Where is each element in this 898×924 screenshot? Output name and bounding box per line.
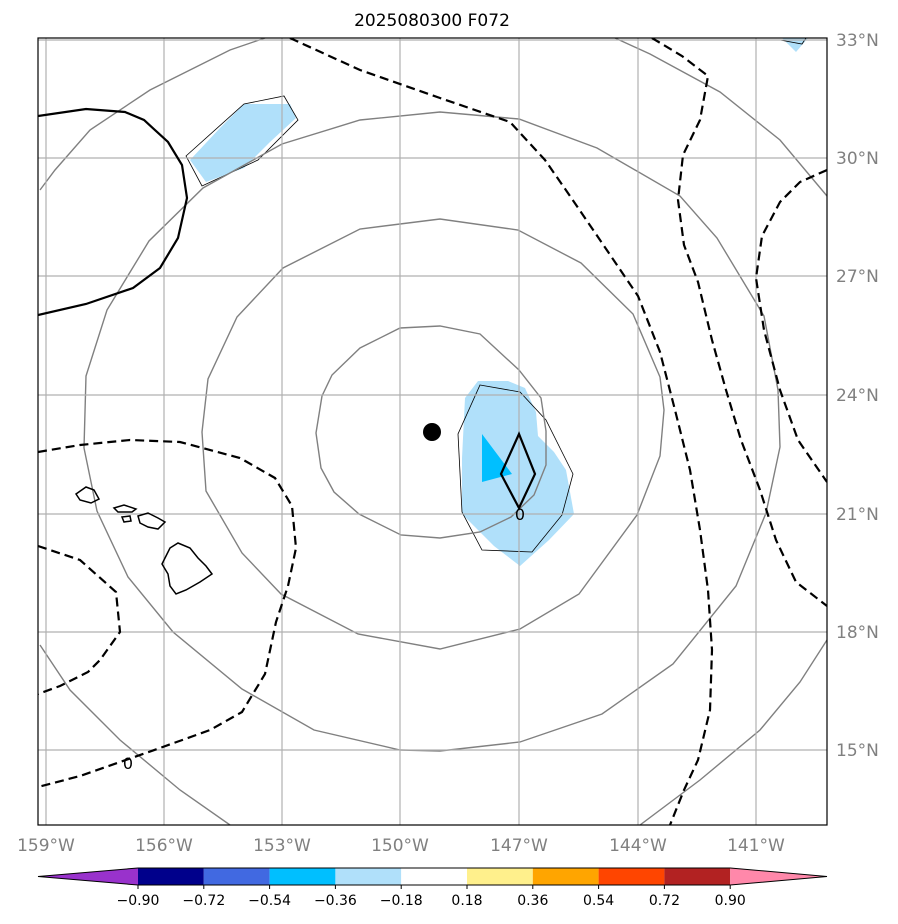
colorbar-tick-label: −0.90: [117, 893, 160, 909]
lon-tick-label: 141°W: [727, 836, 785, 856]
solid-contour-diamond: [499, 431, 537, 511]
colorbar-extend-max: [730, 868, 827, 885]
island-oahu: [112, 504, 138, 513]
colorbar-segment: [598, 868, 665, 885]
island-maui: [137, 512, 167, 530]
island-kauai: [74, 486, 101, 504]
map-plot-area: 0 0: [38, 38, 827, 825]
dashed-contours: [38, 38, 827, 825]
contour-label-zero-center: 0: [515, 505, 525, 524]
lon-tick-label: 147°W: [490, 836, 548, 856]
lon-tick-label: 156°W: [135, 836, 193, 856]
dashed-contour-west-large: [38, 438, 298, 789]
lon-tick-label: 153°W: [253, 836, 311, 856]
lat-tick-label: 15°N: [836, 741, 879, 761]
dashed-contour-north-central: [289, 38, 714, 825]
lon-tick-label: 150°W: [371, 836, 429, 856]
blue-patch-center: [482, 434, 512, 482]
colorbar-segment: [269, 868, 336, 885]
colorbar-segment: [664, 868, 731, 885]
dashed-contour-west-small: [38, 544, 122, 696]
colorbar-extend-min: [38, 868, 138, 885]
gray-contour-ring-1: [315, 325, 547, 539]
lat-tick-label: 30°N: [836, 149, 879, 169]
shaded-anomaly-regions: [190, 38, 808, 566]
colorbar-segment: [532, 868, 599, 885]
figure-title: 2025080300 F072: [354, 11, 510, 31]
latitude-tick-labels: 33°N 30°N 27°N 24°N 21°N 18°N 15°N: [836, 31, 879, 761]
colorbar-tick-label: −0.72: [182, 893, 225, 909]
colorbar-tick-label: 0.36: [517, 893, 548, 909]
colorbar-tick-label: 0.90: [715, 893, 746, 909]
storm-center-marker: [423, 423, 441, 441]
lat-tick-label: 21°N: [836, 505, 879, 525]
colorbar-segment: [467, 868, 533, 885]
dashed-contour-northeast: [651, 38, 827, 607]
contour-label-zero-west: 0: [123, 754, 133, 773]
colorbar-tick-label: −0.36: [314, 893, 357, 909]
map-frame: [37, 37, 828, 826]
island-molokai: [120, 515, 132, 523]
colorbar-tick-label: 0.18: [451, 893, 482, 909]
hawaiian-islands: [74, 486, 214, 595]
colorbar-segment: [335, 868, 402, 885]
lon-tick-label: 159°W: [17, 836, 75, 856]
lon-tick-label: 144°W: [609, 836, 667, 856]
colorbar-segment: [203, 868, 270, 885]
gray-contour-ring-4: [39, 38, 827, 825]
lat-tick-label: 24°N: [836, 386, 879, 406]
longitude-tick-labels: 159°W 156°W 153°W 150°W 147°W 144°W 141°…: [17, 836, 785, 856]
lat-tick-label: 18°N: [836, 623, 879, 643]
colorbar-tick-label: −0.18: [380, 893, 423, 909]
colorbar-segment: [401, 868, 467, 885]
light-blue-patch-center: [462, 381, 574, 566]
lat-tick-label: 33°N: [836, 31, 879, 51]
light-blue-patch-north: [190, 104, 296, 182]
solid-contours: [38, 107, 537, 511]
island-hawaii: [161, 542, 214, 595]
dashed-contour-east: [754, 168, 827, 483]
colorbar-segment: [138, 868, 204, 885]
outline-north-patch: [185, 95, 299, 187]
solid-contour-northwest: [38, 107, 189, 317]
colorbar: −0.90 −0.72 −0.54 −0.36 −0.18 0.18 0.36 0.54 0.7…: [37, 867, 828, 909]
outline-center-patch: [457, 384, 574, 553]
colorbar-tick-label: 0.72: [649, 893, 680, 909]
colorbar-tick-label: −0.54: [248, 893, 291, 909]
gray-contour-ring-2: [201, 218, 665, 650]
lat-tick-label: 27°N: [836, 267, 879, 287]
colorbar-tick-label: 0.54: [583, 893, 614, 909]
